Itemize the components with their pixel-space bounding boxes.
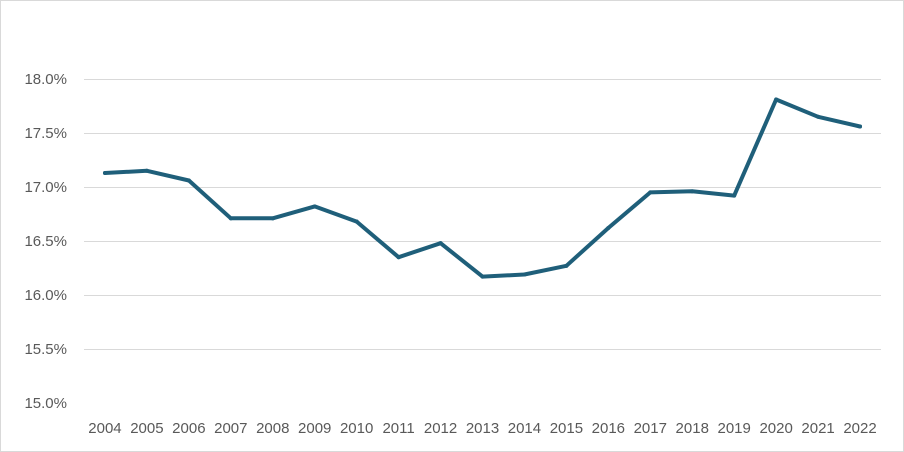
data-point <box>228 216 233 221</box>
data-point <box>690 189 695 194</box>
series-layer <box>102 97 863 279</box>
data-point <box>270 216 275 221</box>
data-point <box>396 255 401 260</box>
x-tick-label: 2013 <box>466 420 499 437</box>
data-point <box>438 241 443 246</box>
x-tick-label: 2020 <box>759 420 792 437</box>
y-axis-tick-labels: 15.0% 15.5% 16.0% 16.5% 17.0% 17.5% 18.0% <box>24 71 67 412</box>
data-point <box>774 97 779 102</box>
data-point <box>858 124 863 129</box>
x-tick-label: 2005 <box>130 420 163 437</box>
data-point <box>648 190 653 195</box>
x-tick-label: 2010 <box>340 420 373 437</box>
y-tick-label: 16.5% <box>24 233 67 250</box>
data-point <box>732 193 737 198</box>
data-point <box>816 114 821 119</box>
x-tick-label: 2014 <box>508 420 541 437</box>
data-point <box>144 168 149 173</box>
series-line <box>103 97 862 279</box>
data-point <box>186 178 191 183</box>
data-point <box>312 204 317 209</box>
x-tick-label: 2004 <box>88 420 121 437</box>
data-point <box>522 272 527 277</box>
y-tick-label: 17.0% <box>24 179 67 196</box>
x-tick-label: 2015 <box>550 420 583 437</box>
x-tick-label: 2007 <box>214 420 247 437</box>
x-tick-label: 2008 <box>256 420 289 437</box>
gridlines <box>84 79 881 350</box>
x-tick-label: 2009 <box>298 420 331 437</box>
x-tick-label: 2006 <box>172 420 205 437</box>
data-point <box>564 263 569 268</box>
y-tick-label: 16.0% <box>24 287 67 304</box>
y-tick-label: 18.0% <box>24 71 67 88</box>
x-tick-label: 2012 <box>424 420 457 437</box>
y-tick-label: 15.0% <box>24 395 67 412</box>
y-tick-label: 15.5% <box>24 341 67 358</box>
data-point <box>480 274 485 279</box>
x-tick-label: 2017 <box>634 420 667 437</box>
x-tick-label: 2011 <box>382 420 414 437</box>
x-tick-label: 2022 <box>843 420 876 437</box>
x-tick-label: 2016 <box>592 420 625 437</box>
data-point <box>354 219 359 224</box>
x-axis-tick-labels: 2004 2005 2006 2007 2008 2009 2010 2011 2012 2013… <box>88 420 876 437</box>
x-tick-label: 2018 <box>676 420 709 437</box>
data-point <box>606 226 611 231</box>
x-tick-label: 2021 <box>801 420 834 437</box>
x-tick-label: 2019 <box>717 420 750 437</box>
data-point <box>102 170 107 175</box>
y-tick-label: 17.5% <box>24 125 67 142</box>
